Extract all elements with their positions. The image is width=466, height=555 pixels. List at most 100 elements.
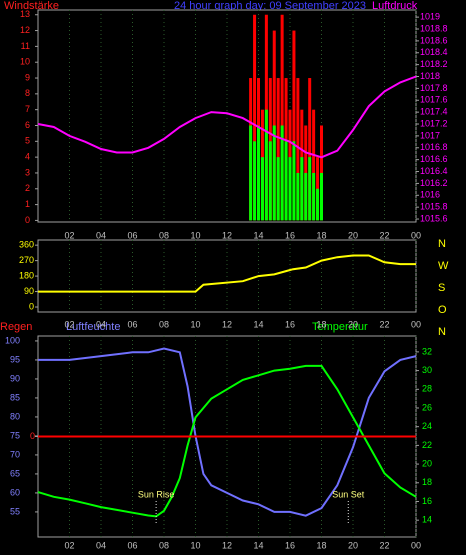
y-tick-label: 80 — [10, 411, 20, 421]
y-tick-label: 1018 — [420, 71, 440, 81]
y-tick-label: 1017.6 — [420, 95, 448, 105]
y-tick-label: 32 — [422, 346, 432, 356]
temperature-axis-label: Temperatur — [312, 321, 368, 333]
y-tick-label: 1019 — [420, 12, 440, 22]
y-tick-label: 180 — [19, 270, 34, 280]
humidity-axis-label: Luftfeuchte — [66, 321, 120, 333]
y-tick-label: 100 — [5, 335, 20, 345]
wind-bar — [296, 172, 300, 221]
wind-bar — [284, 141, 288, 221]
y-tick-label: 16 — [422, 496, 432, 506]
wind-bar — [249, 125, 253, 221]
y-tick-label: 4 — [25, 152, 30, 162]
x-tick-label: 16 — [285, 540, 295, 550]
y-tick-label: 1015.8 — [420, 202, 448, 212]
x-tick-label: 14 — [253, 319, 263, 329]
y-tick-label: 1017.2 — [420, 118, 448, 128]
x-tick-label: 12 — [222, 230, 232, 240]
data-line — [37, 364, 417, 518]
y-tick-label: 28 — [422, 384, 432, 394]
x-tick-label: 10 — [190, 319, 200, 329]
y-tick-label: 1016.6 — [420, 154, 448, 164]
x-tick-label: 18 — [316, 540, 326, 550]
y-tick-label: 90 — [10, 373, 20, 383]
y-tick-label: 9 — [25, 72, 30, 82]
direction-label: W — [438, 260, 449, 272]
y-tick-label: 60 — [10, 487, 20, 497]
wind-bar — [312, 172, 316, 221]
y-tick-label: 0 — [30, 431, 35, 441]
wind-bar — [272, 125, 276, 221]
x-tick-label: 12 — [222, 540, 232, 550]
x-tick-label: 10 — [190, 230, 200, 240]
y-tick-label: 1017.4 — [420, 107, 448, 117]
y-tick-label: 5 — [25, 136, 30, 146]
direction-label: S — [438, 282, 445, 294]
y-tick-label: 1018.6 — [420, 35, 448, 45]
x-tick-label: 06 — [127, 319, 137, 329]
y-tick-label: 8 — [25, 88, 30, 98]
x-tick-label: 02 — [64, 319, 74, 329]
wind-bar — [296, 78, 300, 221]
annotation: Sun Set — [332, 489, 365, 499]
y-tick-label: 2 — [25, 183, 30, 193]
wind-bar — [264, 109, 268, 221]
y-tick-label: 20 — [422, 458, 432, 468]
x-tick-label: 04 — [96, 230, 106, 240]
x-tick-label: 00 — [411, 230, 421, 240]
x-tick-label: 16 — [285, 230, 295, 240]
x-tick-label: 10 — [190, 540, 200, 550]
y-tick-label: 7 — [25, 104, 30, 114]
wind-bar — [308, 157, 312, 221]
annotation: Sun Rise — [138, 489, 175, 499]
y-tick-label: 18 — [422, 477, 432, 487]
y-tick-label: 65 — [10, 468, 20, 478]
wind-bar — [257, 125, 260, 221]
y-tick-label: 0 — [29, 301, 34, 311]
y-tick-label: 12 — [20, 25, 30, 35]
x-tick-label: 04 — [96, 540, 106, 550]
y-tick-label: 14 — [422, 515, 432, 525]
y-tick-label: 22 — [422, 440, 432, 450]
y-tick-label: 360 — [19, 240, 34, 250]
y-tick-label: 1017 — [420, 130, 440, 140]
x-tick-label: 06 — [127, 230, 137, 240]
x-tick-label: 22 — [379, 540, 389, 550]
wind-bar — [308, 78, 312, 221]
x-tick-label: 18 — [316, 319, 326, 329]
y-tick-label: 90 — [24, 286, 34, 296]
x-tick-label: 14 — [253, 540, 263, 550]
x-tick-label: 00 — [411, 540, 421, 550]
x-tick-label: 06 — [127, 540, 137, 550]
direction-label: N — [438, 238, 446, 250]
y-tick-label: 1016.4 — [420, 166, 448, 176]
data-line — [38, 347, 417, 517]
y-tick-label: 55 — [10, 506, 20, 516]
wind-bar — [280, 125, 284, 221]
wind-bar — [320, 172, 323, 221]
x-tick-label: 22 — [379, 319, 389, 329]
x-tick-label: 02 — [64, 540, 74, 550]
x-tick-label: 08 — [159, 319, 169, 329]
wind-bar — [280, 14, 284, 221]
wind-bar — [253, 14, 257, 221]
wind-bar — [300, 157, 304, 221]
y-tick-label: 95 — [10, 354, 20, 364]
data-line — [37, 75, 417, 159]
wind-bar — [304, 172, 308, 221]
y-tick-label: 75 — [10, 430, 20, 440]
wind-bar — [292, 30, 296, 221]
wind-bar — [276, 157, 280, 221]
x-tick-label: 00 — [411, 319, 421, 329]
x-tick-label: 20 — [348, 230, 358, 240]
wind-bar — [268, 141, 272, 221]
y-tick-label: 1017.8 — [420, 83, 448, 93]
y-tick-label: 13 — [20, 9, 30, 19]
x-tick-label: 02 — [64, 230, 74, 240]
chart-title: 24 hour graph day: 09 September 2023 — [174, 0, 366, 12]
y-tick-label: 1018.8 — [420, 23, 448, 33]
x-tick-label: 22 — [379, 230, 389, 240]
rain-axis-label: Regen — [0, 321, 32, 333]
